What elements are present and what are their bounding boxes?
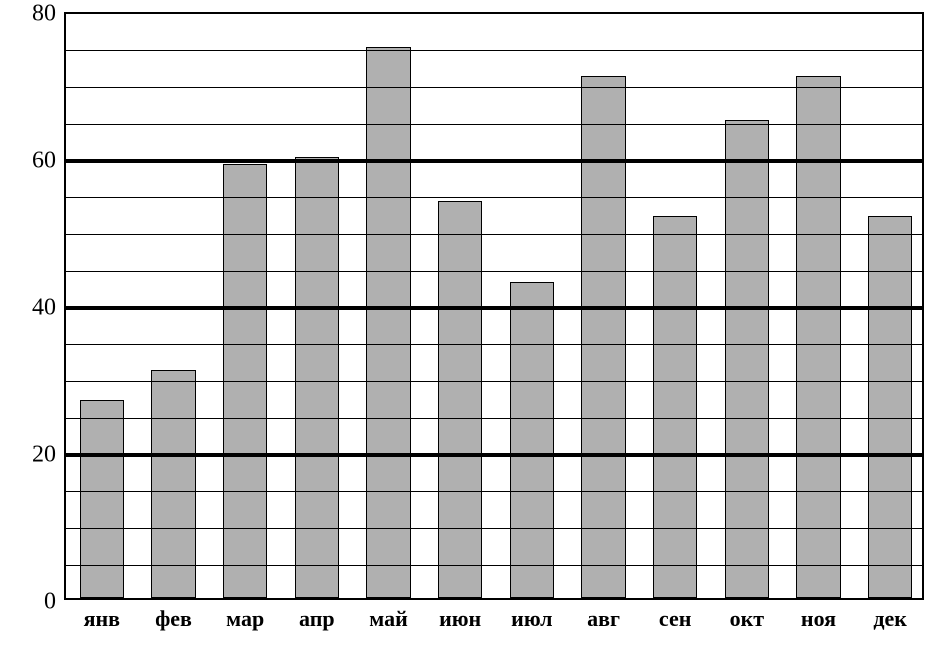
- bar: [868, 216, 912, 598]
- x-tick-label: апр: [299, 598, 335, 632]
- x-tick-label: июн: [439, 598, 481, 632]
- bar: [510, 282, 554, 598]
- x-tick-label: сен: [659, 598, 691, 632]
- gridline-major: [66, 306, 922, 310]
- plot-frame: 020406080янвфевмарапрмайиюниюлавгсеноктн…: [64, 12, 924, 600]
- gridline-major: [66, 159, 922, 163]
- x-tick-label: янв: [84, 598, 120, 632]
- chart-container: 0 20 40 60 80 янв февмар апрмайиюниюл авг сен окт н…: [0, 0, 944, 648]
- bar: [295, 157, 339, 598]
- bar: [796, 76, 840, 598]
- bar: [438, 201, 482, 598]
- bar: [653, 216, 697, 598]
- gridline-minor: [66, 50, 922, 51]
- x-tick-label: мар: [226, 598, 264, 632]
- gridline-minor: [66, 124, 922, 125]
- gridline-minor: [66, 528, 922, 529]
- x-tick-label: дек: [873, 598, 907, 632]
- y-tick-label: 60: [32, 148, 66, 175]
- x-tick-label: май: [369, 598, 408, 632]
- gridline-minor: [66, 565, 922, 566]
- y-tick-label: 80: [32, 1, 66, 28]
- bar: [80, 400, 124, 598]
- gridline-minor: [66, 344, 922, 345]
- x-tick-label: окт: [730, 598, 764, 632]
- x-tick-label: фев: [155, 598, 192, 632]
- gridline-minor: [66, 271, 922, 272]
- y-tick-label: 0: [44, 589, 66, 616]
- gridline-minor: [66, 234, 922, 235]
- x-tick-label: июл: [511, 598, 552, 632]
- y-tick-label: 20: [32, 442, 66, 469]
- gridline-minor: [66, 381, 922, 382]
- gridline-minor: [66, 491, 922, 492]
- bar: [366, 47, 410, 598]
- bar: [725, 120, 769, 598]
- gridline-minor: [66, 87, 922, 88]
- x-tick-label: ноя: [801, 598, 836, 632]
- gridline-minor: [66, 197, 922, 198]
- bar: [581, 76, 625, 598]
- x-tick-label: авг: [587, 598, 620, 632]
- y-tick-label: 40: [32, 295, 66, 322]
- gridline-major: [66, 453, 922, 457]
- gridline-minor: [66, 418, 922, 419]
